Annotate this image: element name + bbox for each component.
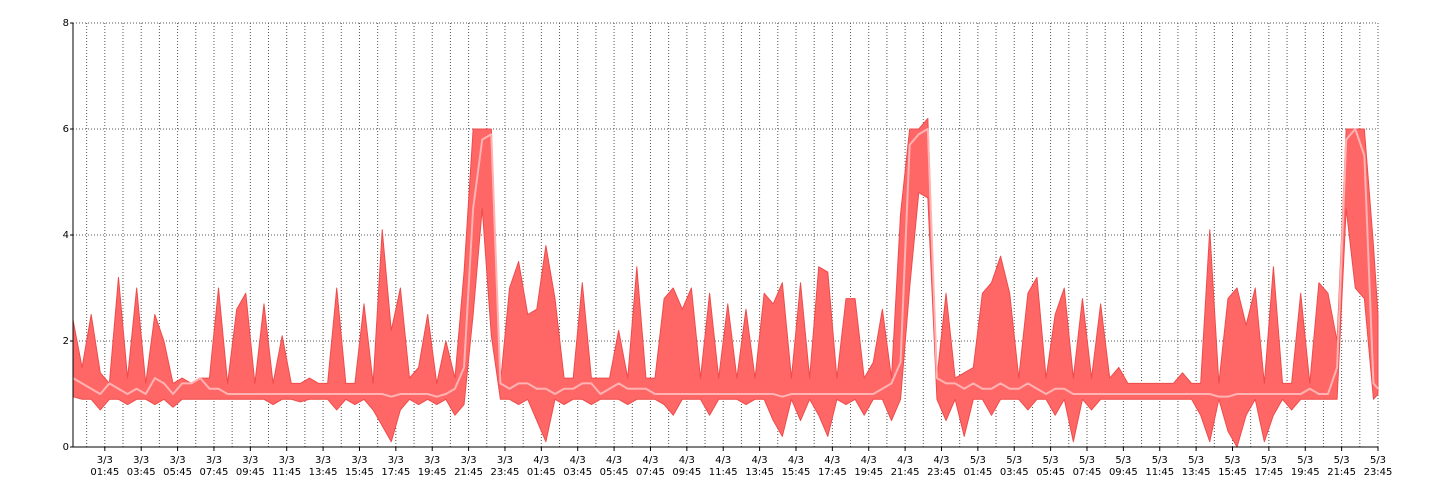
- x-tick-date: 5/3: [1334, 455, 1350, 466]
- x-tick-date: 4/3: [788, 455, 804, 466]
- x-tick-date: 3/3: [279, 455, 295, 466]
- x-tick-time: 13:45: [745, 467, 774, 478]
- x-tick-time: 13:45: [309, 467, 338, 478]
- x-tick-date: 4/3: [715, 455, 731, 466]
- x-tick-date: 3/3: [97, 455, 113, 466]
- axis-labels: 024683/301:453/303:453/305:453/307:453/3…: [63, 18, 1393, 478]
- x-tick-time: 09:45: [1109, 467, 1138, 478]
- x-tick-time: 19:45: [854, 467, 883, 478]
- x-tick-date: 5/3: [970, 455, 986, 466]
- x-tick-time: 03:45: [563, 467, 592, 478]
- x-tick-time: 11:45: [272, 467, 301, 478]
- x-tick-time: 19:45: [1291, 467, 1320, 478]
- x-tick-time: 09:45: [672, 467, 701, 478]
- y-tick-label: 0: [63, 442, 69, 453]
- x-tick-time: 01:45: [527, 467, 556, 478]
- x-tick-time: 09:45: [236, 467, 265, 478]
- x-tick-time: 07:45: [636, 467, 665, 478]
- x-tick-time: 19:45: [418, 467, 447, 478]
- x-tick-time: 05:45: [600, 467, 629, 478]
- range-band: [72, 117, 1379, 448]
- x-tick-date: 4/3: [533, 455, 549, 466]
- x-tick-time: 07:45: [200, 467, 229, 478]
- x-tick-time: 23:45: [1364, 467, 1393, 478]
- x-tick-date: 4/3: [933, 455, 949, 466]
- x-tick-time: 17:45: [818, 467, 847, 478]
- x-tick-time: 11:45: [709, 467, 738, 478]
- x-tick-time: 15:45: [1218, 467, 1247, 478]
- y-tick-label: 4: [63, 230, 69, 241]
- x-tick-date: 5/3: [1115, 455, 1131, 466]
- x-tick-time: 07:45: [1073, 467, 1102, 478]
- plot: [72, 117, 1379, 448]
- x-tick-date: 3/3: [206, 455, 222, 466]
- x-tick-time: 15:45: [345, 467, 374, 478]
- x-tick-time: 03:45: [1000, 467, 1029, 478]
- x-tick-date: 5/3: [1370, 455, 1386, 466]
- x-tick-time: 17:45: [381, 467, 410, 478]
- x-tick-time: 05:45: [163, 467, 192, 478]
- x-tick-date: 3/3: [242, 455, 258, 466]
- x-tick-time: 23:45: [491, 467, 520, 478]
- x-tick-time: 21:45: [1327, 467, 1356, 478]
- x-tick-time: 05:45: [1036, 467, 1065, 478]
- x-tick-date: 4/3: [570, 455, 586, 466]
- x-tick-time: 01:45: [963, 467, 992, 478]
- x-tick-date: 3/3: [424, 455, 440, 466]
- x-tick-date: 3/3: [170, 455, 186, 466]
- x-tick-time: 15:45: [782, 467, 811, 478]
- x-tick-time: 11:45: [1145, 467, 1174, 478]
- x-tick-date: 3/3: [461, 455, 477, 466]
- x-tick-date: 4/3: [824, 455, 840, 466]
- x-tick-date: 4/3: [752, 455, 768, 466]
- x-tick-date: 5/3: [1043, 455, 1059, 466]
- x-tick-time: 21:45: [454, 467, 483, 478]
- mean-line: [72, 128, 1379, 398]
- y-tick-label: 8: [63, 18, 69, 29]
- x-tick-date: 4/3: [679, 455, 695, 466]
- x-tick-time: 01:45: [90, 467, 119, 478]
- x-tick-date: 3/3: [133, 455, 149, 466]
- x-tick-date: 5/3: [1006, 455, 1022, 466]
- x-tick-date: 5/3: [1261, 455, 1277, 466]
- x-tick-time: 17:45: [1254, 467, 1283, 478]
- x-tick-date: 4/3: [897, 455, 913, 466]
- x-tick-date: 5/3: [1152, 455, 1168, 466]
- x-tick-date: 4/3: [606, 455, 622, 466]
- x-tick-date: 3/3: [351, 455, 367, 466]
- x-tick-date: 5/3: [1188, 455, 1204, 466]
- x-tick-time: 03:45: [127, 467, 156, 478]
- x-tick-date: 5/3: [1224, 455, 1240, 466]
- x-tick-date: 5/3: [1079, 455, 1095, 466]
- x-tick-date: 4/3: [642, 455, 658, 466]
- x-tick-time: 13:45: [1182, 467, 1211, 478]
- x-tick-date: 3/3: [315, 455, 331, 466]
- x-tick-time: 21:45: [891, 467, 920, 478]
- x-tick-date: 4/3: [861, 455, 877, 466]
- x-tick-date: 5/3: [1297, 455, 1313, 466]
- y-tick-label: 2: [63, 336, 69, 347]
- y-tick-label: 6: [63, 124, 69, 135]
- x-tick-time: 23:45: [927, 467, 956, 478]
- x-tick-date: 3/3: [497, 455, 513, 466]
- x-tick-date: 3/3: [388, 455, 404, 466]
